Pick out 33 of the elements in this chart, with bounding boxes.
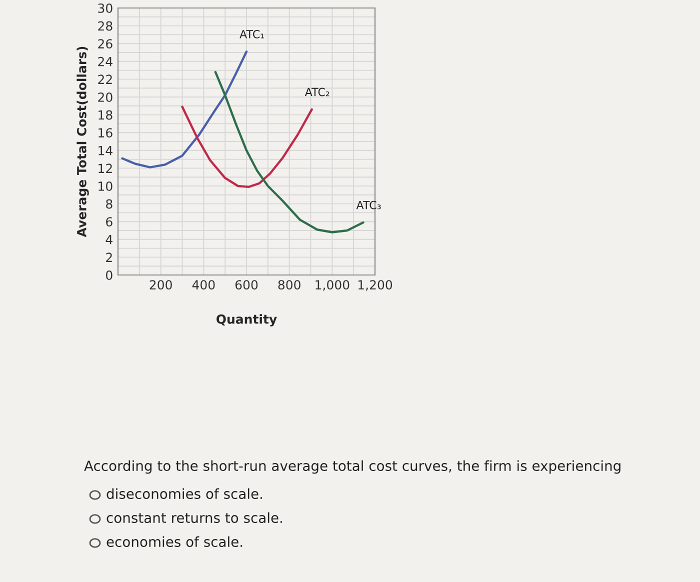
series-label: ATC₁ bbox=[240, 30, 264, 38]
series-label: ATC₃ bbox=[356, 200, 381, 210]
text: diseconomies of scale. bbox=[106, 488, 262, 500]
y-tick-label: 30 bbox=[98, 3, 112, 13]
y-tick-label: 12 bbox=[98, 164, 112, 173]
text: constant returns to scale. bbox=[106, 512, 282, 524]
y-tick-label: 0 bbox=[106, 270, 112, 280]
y-tick-label: 18 bbox=[98, 110, 112, 120]
y-tick-label: 10 bbox=[98, 181, 112, 191]
y-tick-label: 28 bbox=[98, 21, 112, 31]
y-tick-label: 6 bbox=[106, 217, 112, 227]
text: economies of scale. bbox=[106, 536, 242, 548]
y-tick-label: 4 bbox=[106, 235, 112, 244]
x-tick-label: 400 bbox=[192, 280, 215, 290]
line-series bbox=[181, 106, 313, 188]
text: According to the short-run average total cost curves, the firm is experiencing bbox=[84, 460, 620, 474]
y-tick-label: 26 bbox=[98, 39, 112, 49]
x-tick-label: 200 bbox=[150, 280, 172, 290]
y-tick-label: 14 bbox=[98, 146, 112, 156]
x-tick-label: 1,200 bbox=[358, 280, 392, 291]
y-tick-label: 20 bbox=[98, 92, 112, 102]
x-tick-label: 1,000 bbox=[316, 280, 350, 291]
series-label: ATC₂ bbox=[304, 88, 330, 96]
y-axis-title: Average Total Cost(dollars) bbox=[76, 46, 89, 238]
x-axis-title: Quantity bbox=[216, 314, 277, 326]
y-tick-label: 8 bbox=[106, 199, 112, 209]
x-tick-label: 600 bbox=[235, 280, 258, 290]
y-tick-label: 22 bbox=[98, 74, 112, 84]
y-tick-label: 24 bbox=[98, 56, 112, 66]
y-tick-label: 16 bbox=[98, 128, 112, 138]
line-series bbox=[121, 50, 248, 168]
y-tick-label: 2 bbox=[106, 252, 112, 262]
x-tick-label: 800 bbox=[278, 280, 300, 290]
